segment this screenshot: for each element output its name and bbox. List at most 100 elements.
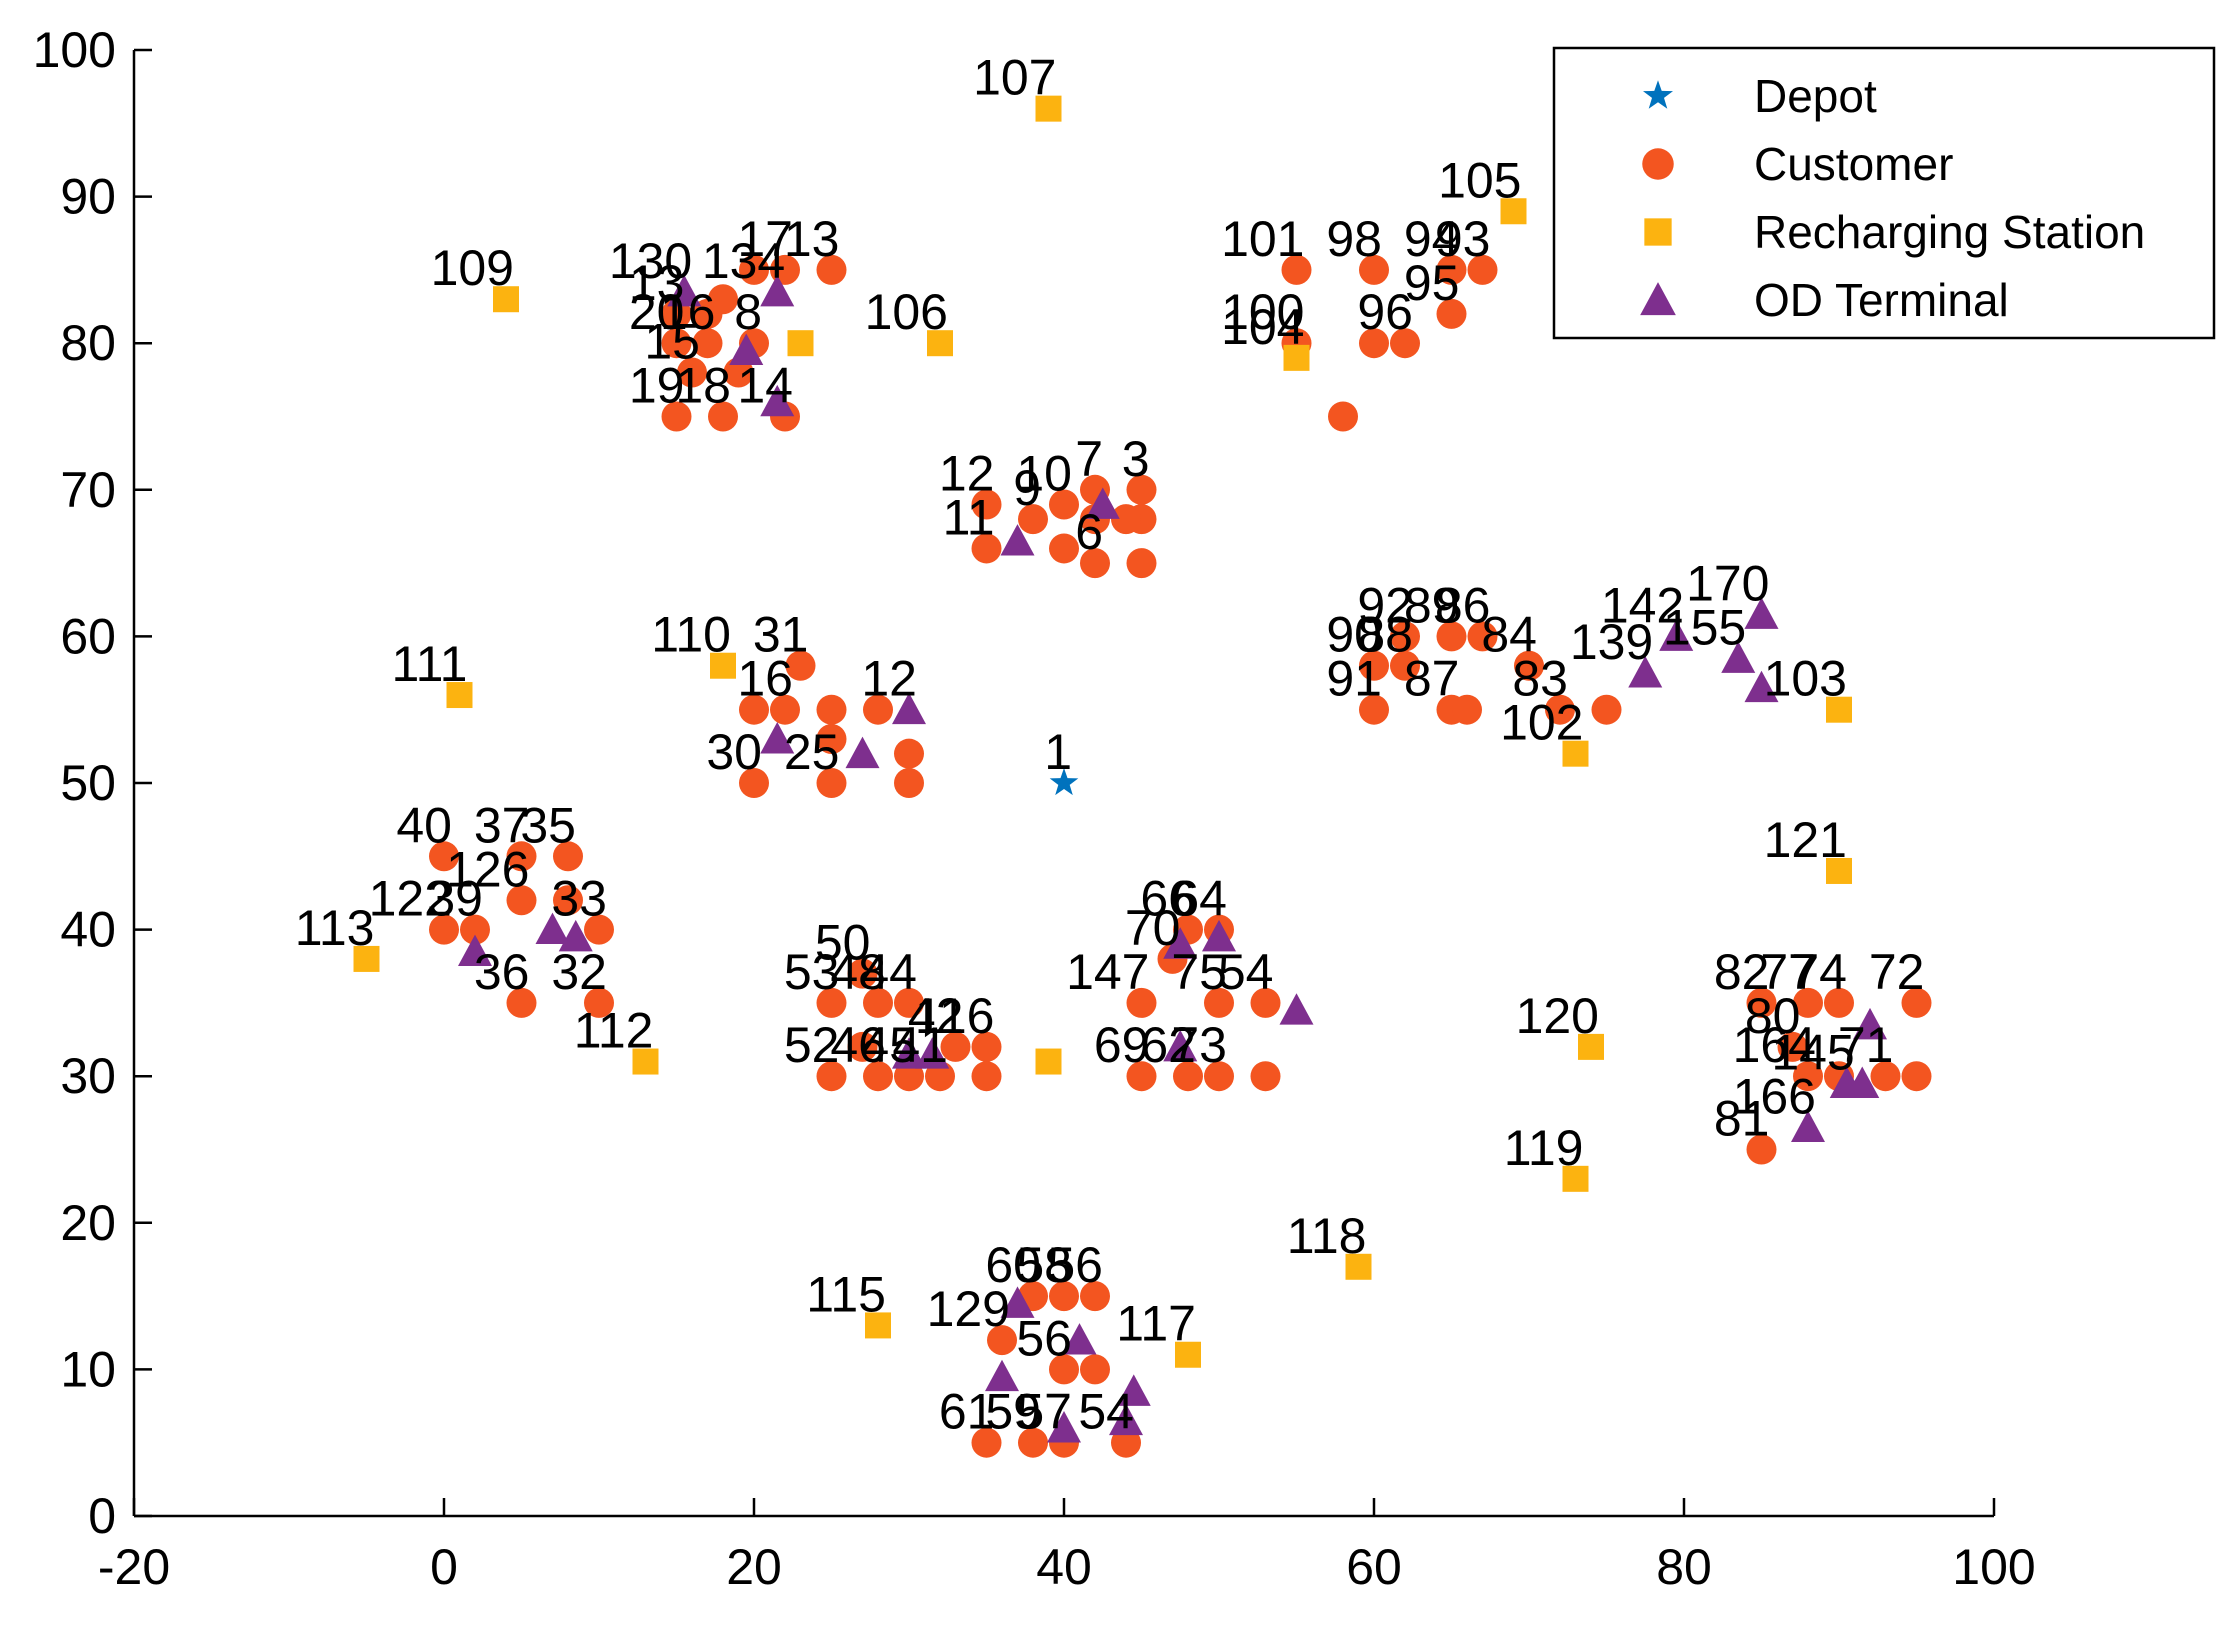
customer-point	[553, 885, 583, 916]
point-label: 53	[784, 944, 840, 1000]
point-label: 142	[1601, 577, 1684, 633]
terminal-point	[1628, 656, 1663, 688]
customer-point	[506, 885, 537, 916]
terminal-point	[1744, 597, 1779, 629]
point-label: 121	[1764, 812, 1847, 868]
point-label: 109	[431, 240, 514, 296]
customer-point	[1018, 504, 1048, 535]
point-label: 6	[1075, 504, 1103, 560]
customer-point	[1049, 489, 1079, 520]
station-point	[1826, 857, 1852, 884]
customer-point	[894, 1061, 924, 1092]
station-point	[1826, 696, 1852, 723]
y-tick-label: 20	[60, 1195, 116, 1251]
customer-point	[925, 1061, 955, 1092]
point-label: 170	[1686, 555, 1769, 611]
customer-point	[1080, 1354, 1110, 1385]
terminal-point	[1047, 1411, 1081, 1443]
point-label: 90	[1326, 607, 1382, 663]
x-tick-label: 60	[1346, 1539, 1402, 1595]
point-label: 155	[1663, 599, 1746, 655]
terminal-point	[1163, 927, 1198, 959]
y-tick-label: 30	[60, 1048, 116, 1104]
customer-point	[1746, 1134, 1777, 1165]
customer-point	[1126, 987, 1157, 1018]
point-label: 61	[939, 1384, 995, 1440]
point-label: 35	[520, 797, 576, 853]
customer-point	[1467, 254, 1498, 285]
y-tick-label: 50	[60, 755, 116, 811]
customer-point	[1514, 650, 1544, 681]
customer-point	[894, 738, 924, 769]
point-label: 112	[574, 1003, 654, 1059]
customer-point	[661, 298, 692, 329]
station-point	[710, 652, 736, 679]
point-label: 8	[734, 284, 762, 340]
customer-point	[894, 987, 924, 1018]
terminal-point	[1853, 1007, 1887, 1040]
point-label: 69	[1094, 1017, 1150, 1073]
point-label: 72	[1869, 944, 1925, 1000]
customer-point	[1049, 1281, 1079, 1312]
point-label: 147	[1066, 944, 1149, 1000]
customer-point	[1436, 621, 1467, 652]
point-label: 7	[1075, 431, 1103, 487]
point-label: 46	[830, 1017, 886, 1073]
customer-point	[661, 401, 692, 432]
point-label: 74	[1791, 944, 1847, 1000]
customer-point	[584, 914, 614, 945]
legend-entry-label: Depot	[1754, 70, 1877, 122]
point-label: 15	[644, 314, 700, 370]
customer-point	[1111, 1427, 1141, 1458]
station-point	[1035, 95, 1062, 122]
terminal-point	[1202, 919, 1236, 952]
point-label: 103	[1764, 651, 1847, 707]
y-tick-label: 40	[60, 902, 116, 958]
customer-point	[971, 489, 1002, 520]
customer-point	[971, 1031, 1002, 1062]
point-label: 82	[1714, 944, 1770, 1000]
point-label: 88	[1357, 607, 1413, 663]
point-label: 98	[1326, 211, 1382, 267]
customer-point	[1390, 621, 1420, 652]
terminal-point	[915, 1037, 950, 1069]
point-label: 58	[1016, 1237, 1072, 1293]
terminal-point	[892, 1037, 926, 1069]
point-label: 39	[427, 871, 483, 927]
customer-point	[1467, 621, 1498, 652]
station-point	[1500, 198, 1527, 225]
customer-point	[1436, 298, 1467, 329]
point-label: 20	[629, 284, 685, 340]
point-label: 166	[1733, 1069, 1816, 1125]
point-label: 16	[660, 284, 716, 340]
point-label: 117	[1116, 1296, 1196, 1352]
point-label: 12	[939, 445, 995, 501]
point-label: 73	[1171, 1017, 1227, 1073]
customer-point	[723, 357, 754, 388]
point-label: 94	[1404, 211, 1460, 267]
point-label: 42	[908, 988, 964, 1044]
terminal-point	[1000, 1286, 1035, 1318]
customer-point	[429, 841, 459, 872]
x-tick-label: 0	[430, 1539, 458, 1595]
customer-point	[987, 1325, 1017, 1356]
point-label: 44	[861, 944, 917, 1000]
point-label: 17	[737, 211, 793, 267]
point-label: 31	[753, 607, 809, 663]
customer-point	[506, 841, 537, 872]
x-tick-label: 40	[1036, 1539, 1092, 1595]
customer-point	[816, 694, 847, 725]
station-point	[1345, 1253, 1372, 1280]
customer-point	[739, 254, 769, 285]
point-label: 30	[706, 724, 762, 780]
terminal-point	[845, 736, 880, 769]
x-tick-label: 100	[1952, 1539, 2035, 1595]
point-label: 57	[1016, 1384, 1072, 1440]
customer-point	[1204, 987, 1234, 1018]
customer-point	[816, 724, 847, 755]
customer-point	[1824, 987, 1854, 1018]
point-label: 48	[830, 944, 886, 1000]
terminal-point	[1000, 524, 1035, 556]
point-label: 110	[651, 607, 731, 663]
point-label: 126	[446, 841, 529, 897]
